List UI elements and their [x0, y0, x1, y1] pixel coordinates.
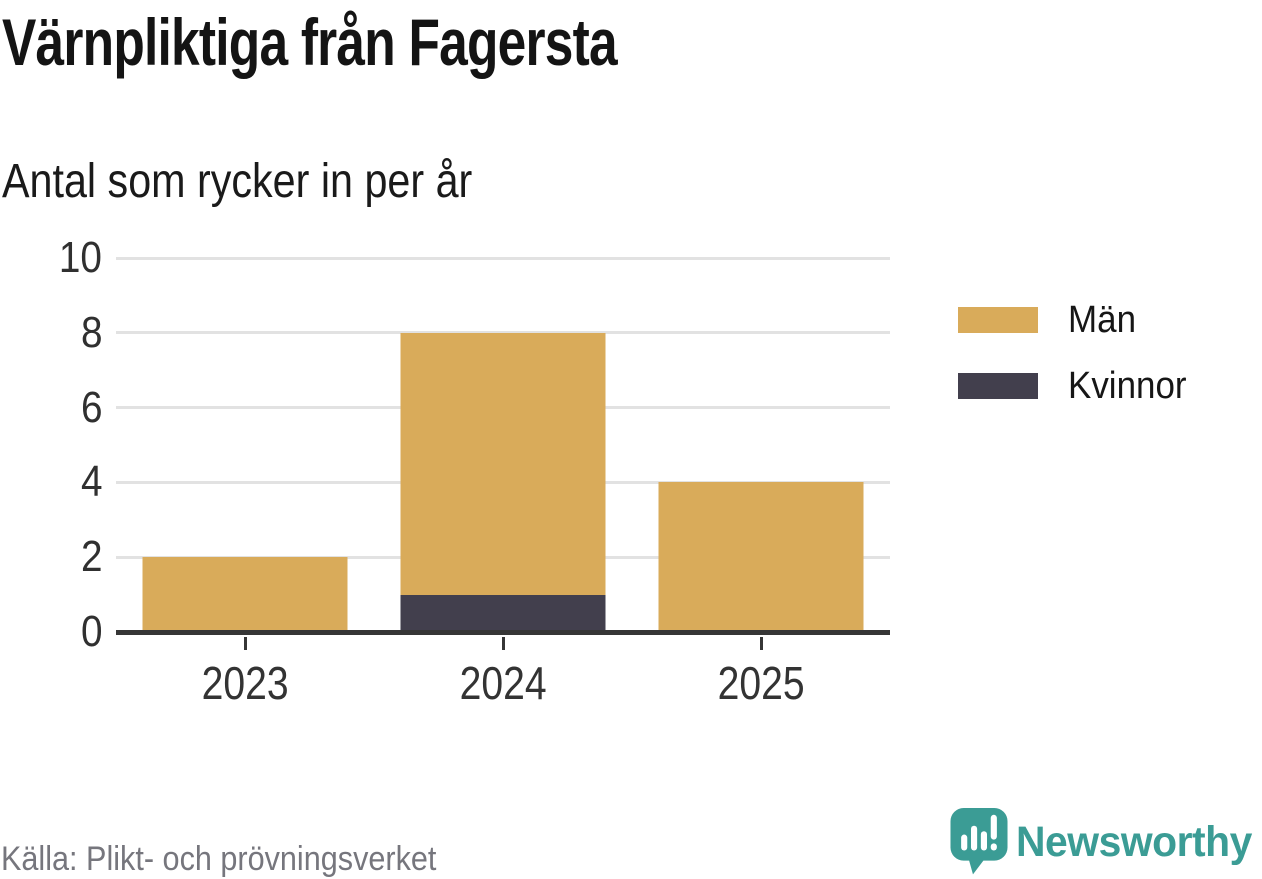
bar-slot-2025 — [632, 258, 890, 632]
chart-title: Värnpliktiga från Fagersta — [2, 5, 618, 79]
legend-label-Kvinnor: Kvinnor — [1068, 365, 1187, 407]
y-tick-label-4: 4 — [80, 457, 102, 507]
chart-subtitle: Antal som rycker in per år — [2, 155, 473, 208]
x-tick-label-2025: 2025 — [717, 657, 805, 709]
bar-slot-2024 — [374, 258, 632, 632]
x-tick-label-2023: 2023 — [201, 657, 289, 709]
bar-2025 — [658, 482, 864, 632]
speech-bubble-shape — [950, 808, 1008, 875]
x-tick-label-2024: 2024 — [459, 657, 547, 709]
legend-item-Kvinnor: Kvinnor — [958, 367, 1197, 405]
y-tick-label-2: 2 — [80, 532, 102, 582]
legend: Män Kvinnor — [958, 301, 1197, 433]
source-note: Källa: Plikt- och prövningsverket — [1, 840, 437, 878]
y-tick-label-8: 8 — [80, 307, 102, 357]
legend-swatch-Män — [958, 307, 1038, 333]
x-axis-line — [116, 630, 890, 635]
bar-segment-2024-Kvinnor — [400, 594, 606, 632]
legend-item-Män: Män — [958, 301, 1197, 339]
x-tick-2025 — [759, 637, 763, 650]
chart: 2023 2024 2025 — [116, 256, 890, 718]
x-tick-2023 — [243, 637, 247, 650]
bar-segment-2025-Män — [658, 482, 864, 632]
plot-area — [116, 256, 890, 632]
bar-segment-2024-Män — [400, 332, 606, 595]
bar-2024 — [400, 332, 606, 632]
newsworthy-logo-icon — [950, 808, 1008, 875]
y-tick-label-0: 0 — [80, 607, 102, 656]
bar-slot-2023 — [116, 258, 374, 632]
logo-chart-bars — [961, 814, 997, 851]
legend-swatch-Kvinnor — [958, 373, 1038, 399]
bar-2023 — [142, 557, 348, 632]
brand-wordmark: Newsworthy — [1016, 818, 1252, 866]
bar-segment-2023-Män — [142, 557, 348, 632]
y-tick-label-10: 10 — [58, 233, 102, 282]
y-axis: 0 2 4 6 8 10 — [0, 236, 102, 654]
gridline-10 — [116, 256, 890, 260]
legend-label-Män: Män — [1068, 299, 1137, 341]
y-tick-label-6: 6 — [80, 382, 102, 432]
brand-logo: Newsworthy — [950, 808, 1262, 876]
x-tick-2024 — [501, 637, 505, 650]
